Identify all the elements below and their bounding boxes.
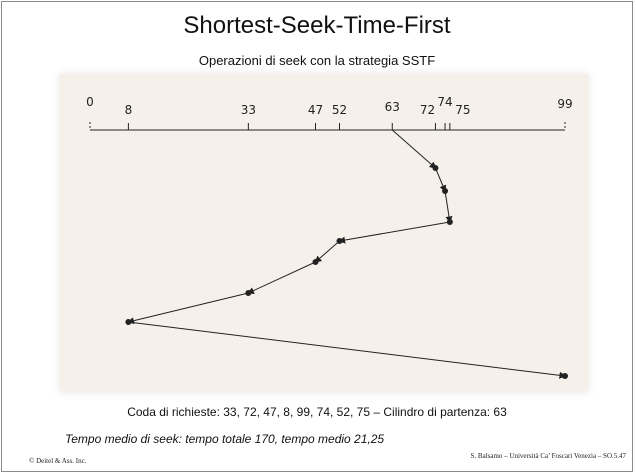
seek-path-segment: [314, 240, 340, 263]
axis-tick-label: 72: [420, 103, 435, 117]
seek-path-segment: [127, 292, 249, 325]
slide-title: Shortest-Seek-Time-First: [183, 12, 451, 39]
seek-point: [125, 319, 132, 325]
copyright-footer: © Deitel & Ass. Inc.: [29, 457, 87, 465]
seek-point: [432, 165, 439, 171]
seek-point: [312, 259, 319, 265]
slide-subtitle: Operazioni di seek con la strategia SSTF: [198, 53, 436, 68]
seek-point: [336, 238, 343, 244]
axis-tick-label: 63: [385, 100, 400, 114]
average-seek-time-caption: Tempo medio di seek: tempo totale 170, t…: [65, 432, 385, 446]
seek-point: [245, 290, 252, 296]
seek-diagram-panel: 0 8 33 47 52 63 72 74 75 99: [60, 74, 588, 392]
course-footer: S. Balsamo – Università Ca’ Foscari Vene…: [470, 452, 626, 460]
seek-point: [446, 219, 453, 225]
seek-path-segment: [247, 261, 316, 294]
seek-path-segment: [128, 321, 567, 379]
seek-path-segment: [434, 167, 447, 193]
seek-path-segment: [338, 221, 450, 244]
axis-tick-label: 8: [125, 103, 133, 117]
seek-path-segment: [444, 190, 453, 224]
axis-tick-label: 33: [241, 103, 256, 117]
axis-tick-label: 47: [308, 103, 323, 117]
axis-tick-label: 74: [437, 95, 452, 109]
seek-point: [442, 188, 449, 194]
axis-tick-label: 0: [86, 95, 94, 109]
seek-path-segment: [391, 129, 437, 169]
seek-point: [562, 373, 568, 379]
axis-tick-label: 75: [455, 103, 470, 117]
request-queue-caption: Coda di richieste: 33, 72, 47, 8, 99, 74…: [127, 405, 507, 419]
axis-tick-label: 52: [332, 103, 347, 117]
axis-tick-label: 99: [557, 97, 572, 111]
